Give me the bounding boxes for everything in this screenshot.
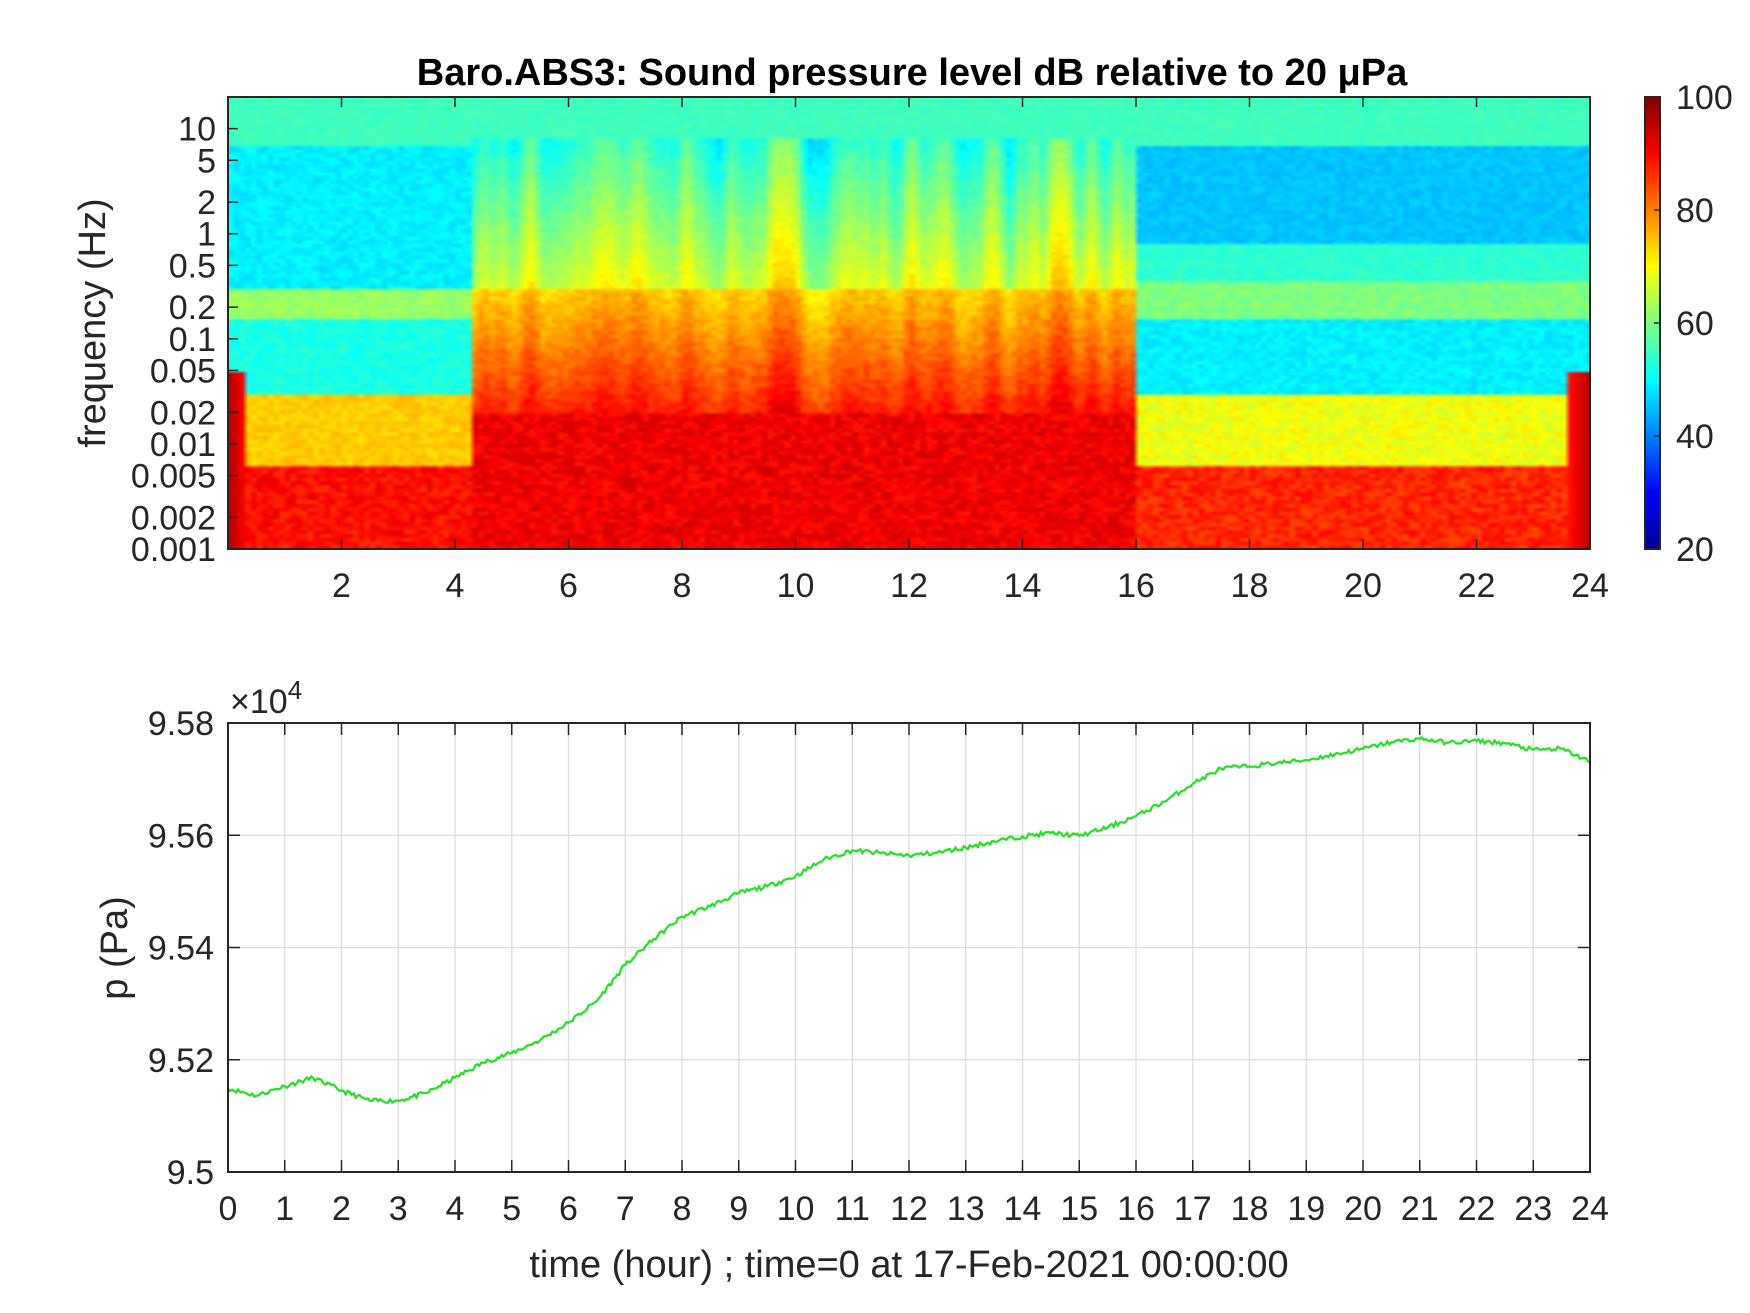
x-tick-label: 1 xyxy=(275,1190,294,1228)
colorbar-tick-label: 40 xyxy=(1676,418,1714,456)
spectrogram-plot-area xyxy=(227,96,1591,550)
pressure-x-ticks: 0 1 2 3 4 5 6 7 8 9 10 11 12 13 14 15 16 17 18 19 20 21 22 23 24 xyxy=(219,723,1609,1228)
x-tick-label: 14 xyxy=(1004,567,1042,605)
x-tick-label: 8 xyxy=(673,1190,692,1228)
x-tick-label: 11 xyxy=(835,1190,870,1228)
x-tick-label: 23 xyxy=(1514,1190,1552,1228)
x-tick-label: 12 xyxy=(890,1190,928,1228)
x-tick-label: 10 xyxy=(777,1190,815,1228)
colorbar-tick-label: 100 xyxy=(1676,79,1733,117)
x-tick-label: 18 xyxy=(1231,567,1269,605)
y-tick-label: 0.1 xyxy=(169,321,216,359)
y-tick-label: 2 xyxy=(197,184,216,222)
x-tick-label: 7 xyxy=(616,1190,635,1228)
y-tick-label: 10 xyxy=(178,111,216,149)
y-tick-label: 9.54 xyxy=(148,930,214,968)
x-tick-label: 20 xyxy=(1344,567,1382,605)
x-tick-label: 21 xyxy=(1401,1190,1439,1228)
x-tick-label: 6 xyxy=(559,1190,578,1228)
y-tick-label: 9.56 xyxy=(148,817,214,855)
y-tick-label: 9.52 xyxy=(148,1042,214,1080)
y-tick-label: 9.58 xyxy=(148,705,214,743)
x-tick-label: 14 xyxy=(1004,1190,1042,1228)
x-tick-label: 3 xyxy=(389,1190,408,1228)
x-tick-label: 5 xyxy=(502,1190,521,1228)
pressure-y-ticks: 9.5 9.52 9.54 9.56 9.58 xyxy=(148,705,1590,1192)
x-tick-label: 24 xyxy=(1571,567,1609,605)
x-tick-label: 17 xyxy=(1174,1190,1212,1228)
x-tick-label: 22 xyxy=(1458,567,1496,605)
y-tick-label: 5 xyxy=(197,142,216,180)
x-tick-label: 16 xyxy=(1117,567,1155,605)
spectrogram-y-label: frequency (Hz) xyxy=(72,198,114,447)
x-tick-label: 2 xyxy=(332,1190,351,1228)
y-tick-label: 0.05 xyxy=(150,352,216,390)
x-tick-label: 4 xyxy=(446,1190,465,1228)
pressure-y-label: p (Pa) xyxy=(94,896,136,999)
x-tick-label: 22 xyxy=(1458,1190,1496,1228)
y-tick-label: 1 xyxy=(197,216,216,254)
x-tick-label: 16 xyxy=(1117,1190,1155,1228)
x-tick-label: 13 xyxy=(947,1190,985,1228)
y-exponent-label: ×104 xyxy=(230,675,302,721)
x-tick-label: 9 xyxy=(729,1190,748,1228)
x-tick-label: 4 xyxy=(446,567,465,605)
x-tick-label: 24 xyxy=(1571,1190,1609,1228)
pressure-plot-area xyxy=(227,722,1591,1173)
colorbar-ticks: 20 40 60 80 100 xyxy=(1654,79,1733,569)
colorbar-tick-label: 60 xyxy=(1676,305,1714,343)
colorbar-tick-label: 20 xyxy=(1676,531,1714,569)
x-tick-label: 2 xyxy=(332,567,351,605)
y-tick-label: 0.02 xyxy=(150,394,216,432)
spectrogram-x-ticks: 2 4 6 8 10 12 14 16 18 20 22 24 xyxy=(332,97,1609,605)
colorbar-tick-label: 80 xyxy=(1676,192,1714,230)
x-tick-label: 6 xyxy=(559,567,578,605)
pressure-line xyxy=(227,735,1591,1104)
spectrogram-title: Baro.ABS3: Sound pressure level dB relat… xyxy=(417,52,1408,94)
x-tick-label: 10 xyxy=(777,567,815,605)
spectrogram-heatmap xyxy=(228,97,1590,549)
x-tick-label: 8 xyxy=(673,567,692,605)
y-tick-label: 0.005 xyxy=(131,458,216,496)
y-tick-label: 0.001 xyxy=(131,531,216,569)
y-tick-label: 9.5 xyxy=(167,1154,214,1192)
x-tick-label: 15 xyxy=(1060,1190,1098,1228)
y-tick-label: 0.5 xyxy=(169,247,216,285)
y-tick-label: 0.01 xyxy=(150,426,216,464)
colorbar: 20 40 60 80 100 xyxy=(1644,79,1733,569)
y-tick-label: 0.2 xyxy=(169,289,216,327)
x-tick-label: 19 xyxy=(1287,1190,1325,1228)
x-tick-label: 20 xyxy=(1344,1190,1382,1228)
y-tick-label: 0.002 xyxy=(131,499,216,537)
x-tick-label: 18 xyxy=(1231,1190,1269,1228)
x-tick-label: 12 xyxy=(890,567,928,605)
pressure-x-label: time (hour) ; time=0 at 17-Feb-2021 00:0… xyxy=(529,1244,1288,1286)
x-tick-label: 0 xyxy=(219,1190,238,1228)
